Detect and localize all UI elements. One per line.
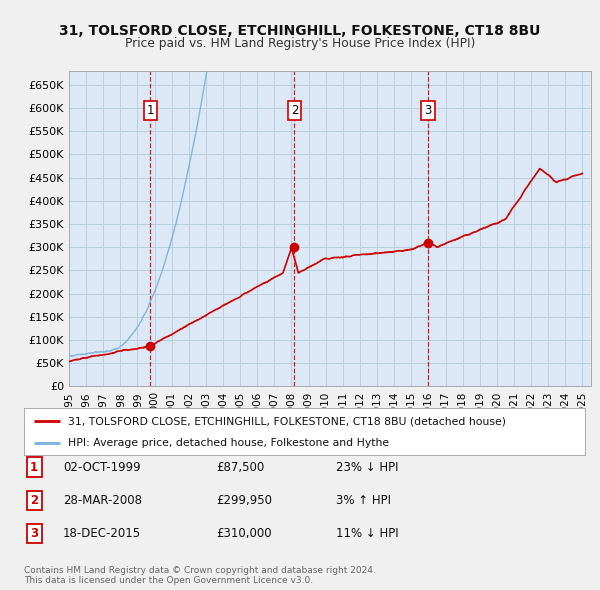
Text: 2: 2 xyxy=(290,104,298,117)
Text: 3: 3 xyxy=(30,527,38,540)
Text: This data is licensed under the Open Government Licence v3.0.: This data is licensed under the Open Gov… xyxy=(24,576,313,585)
Text: £87,500: £87,500 xyxy=(216,461,264,474)
Text: £299,950: £299,950 xyxy=(216,494,272,507)
Text: 11% ↓ HPI: 11% ↓ HPI xyxy=(336,527,398,540)
Text: 2: 2 xyxy=(30,494,38,507)
Text: 28-MAR-2008: 28-MAR-2008 xyxy=(63,494,142,507)
Text: 1: 1 xyxy=(30,461,38,474)
Text: 1: 1 xyxy=(146,104,154,117)
Text: 31, TOLSFORD CLOSE, ETCHINGHILL, FOLKESTONE, CT18 8BU (detached house): 31, TOLSFORD CLOSE, ETCHINGHILL, FOLKEST… xyxy=(68,416,506,426)
Text: Contains HM Land Registry data © Crown copyright and database right 2024.: Contains HM Land Registry data © Crown c… xyxy=(24,566,376,575)
Text: 02-OCT-1999: 02-OCT-1999 xyxy=(63,461,140,474)
Text: 3: 3 xyxy=(424,104,431,117)
Text: 3% ↑ HPI: 3% ↑ HPI xyxy=(336,494,391,507)
Text: Price paid vs. HM Land Registry's House Price Index (HPI): Price paid vs. HM Land Registry's House … xyxy=(125,37,475,50)
Text: 23% ↓ HPI: 23% ↓ HPI xyxy=(336,461,398,474)
Text: 31, TOLSFORD CLOSE, ETCHINGHILL, FOLKESTONE, CT18 8BU: 31, TOLSFORD CLOSE, ETCHINGHILL, FOLKEST… xyxy=(59,24,541,38)
Text: £310,000: £310,000 xyxy=(216,527,272,540)
Text: HPI: Average price, detached house, Folkestone and Hythe: HPI: Average price, detached house, Folk… xyxy=(68,438,389,448)
Text: 18-DEC-2015: 18-DEC-2015 xyxy=(63,527,141,540)
